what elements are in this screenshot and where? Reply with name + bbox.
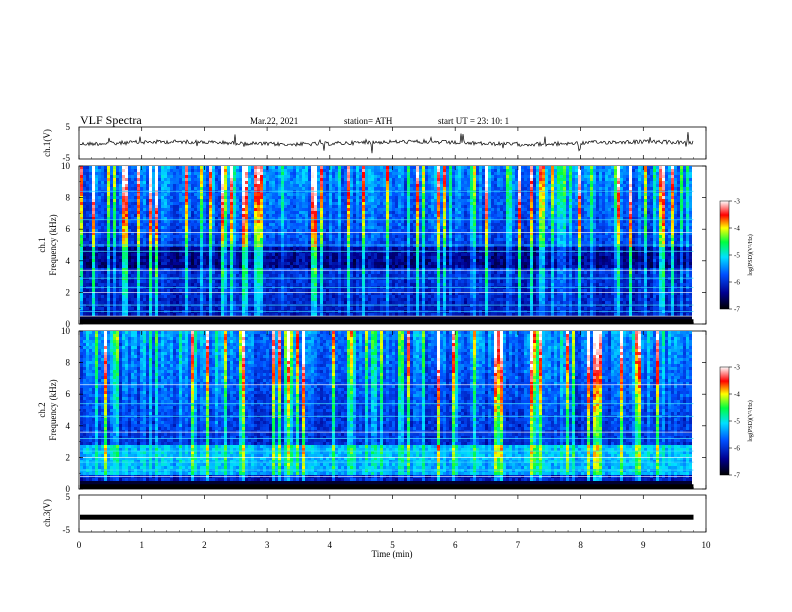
colorbar-tick-label: -5 [734, 418, 740, 426]
xtick-label: 1 [139, 540, 144, 550]
spectrogram-baseline [80, 484, 693, 489]
date-label: Mar.22, 2021 [250, 116, 298, 126]
xtick-label: 0 [77, 540, 82, 550]
station-label: station= ATH [344, 116, 393, 126]
ch3-ytick-top: 5 [66, 492, 71, 502]
ch2-colorbar: -3 -4 -5 -6 -7 log(PSD)(V²/Hz) [720, 364, 754, 480]
xtick-label: 4 [328, 540, 333, 550]
vlf-figure: VLF Spectra Mar.22, 2021 station= ATH st… [0, 0, 792, 612]
ch1-spec-ylabel-frequency: Frequency (kHz) [48, 214, 58, 275]
ch1-spec-ylabel-channel: ch.1 [37, 237, 47, 252]
xaxis-label: Time (min) [372, 549, 413, 559]
colorbar-tick-label: -4 [734, 391, 740, 399]
ytick-label: 10 [61, 161, 71, 171]
colorbar-tick-label: -7 [734, 472, 740, 480]
ch1-colorbar-label: log(PSD)(V²/Hz) [747, 234, 754, 275]
xtick-label: 8 [578, 540, 583, 550]
ch1-spectrogram-image [80, 166, 693, 324]
ytick-label: 8 [66, 358, 71, 368]
start-time-label: start UT = 23: 10: 1 [438, 116, 509, 126]
ch2-spec-ylabel-frequency: Frequency (kHz) [48, 379, 58, 440]
ch3-ytick-bottom: -5 [63, 525, 71, 535]
ch2-colorbar-label: log(PSD)(V²/Hz) [747, 400, 754, 441]
ytick-label: 4 [66, 256, 71, 266]
xtick-label: 7 [516, 540, 521, 550]
ytick-label: 4 [66, 421, 71, 431]
colorbar-tick-label: -3 [734, 198, 740, 206]
xtick-label: 2 [202, 540, 207, 550]
ch1-ylabel: ch.1(V) [42, 129, 52, 157]
ytick-label: 6 [66, 224, 71, 234]
colorbar-tick-label: -4 [734, 225, 740, 233]
ch3-waveform-trace [80, 515, 694, 520]
xtick-label: 3 [265, 540, 270, 550]
xtick-label: 10 [702, 540, 712, 550]
ch2-spec-ylabel-channel: ch.2 [37, 402, 47, 417]
colorbar-tick-label: -6 [734, 279, 740, 287]
ch2-spectrogram-image [80, 331, 693, 489]
colorbar-tick-label: -7 [734, 306, 740, 314]
ch3-ylabel: ch.3(V) [42, 499, 52, 527]
spectrogram-baseline [80, 319, 693, 324]
ytick-label: 6 [66, 389, 71, 399]
xtick-label: 9 [641, 540, 646, 550]
figure-title: VLF Spectra [80, 113, 142, 127]
ytick-label: 8 [66, 193, 71, 203]
ytick-label: 2 [66, 287, 71, 297]
colorbar-tick-label: -6 [734, 445, 740, 453]
colorbar-tick-label: -3 [734, 364, 740, 372]
ytick-label: 2 [66, 452, 71, 462]
xtick-label: 6 [453, 540, 458, 550]
ytick-label: 10 [61, 326, 71, 336]
colorbar-tick-label: -5 [734, 252, 740, 260]
ch1-colorbar: -3 -4 -5 -6 -7 log(PSD)(V²/Hz) [720, 198, 754, 314]
ch1-ytick-top: 5 [66, 122, 71, 132]
